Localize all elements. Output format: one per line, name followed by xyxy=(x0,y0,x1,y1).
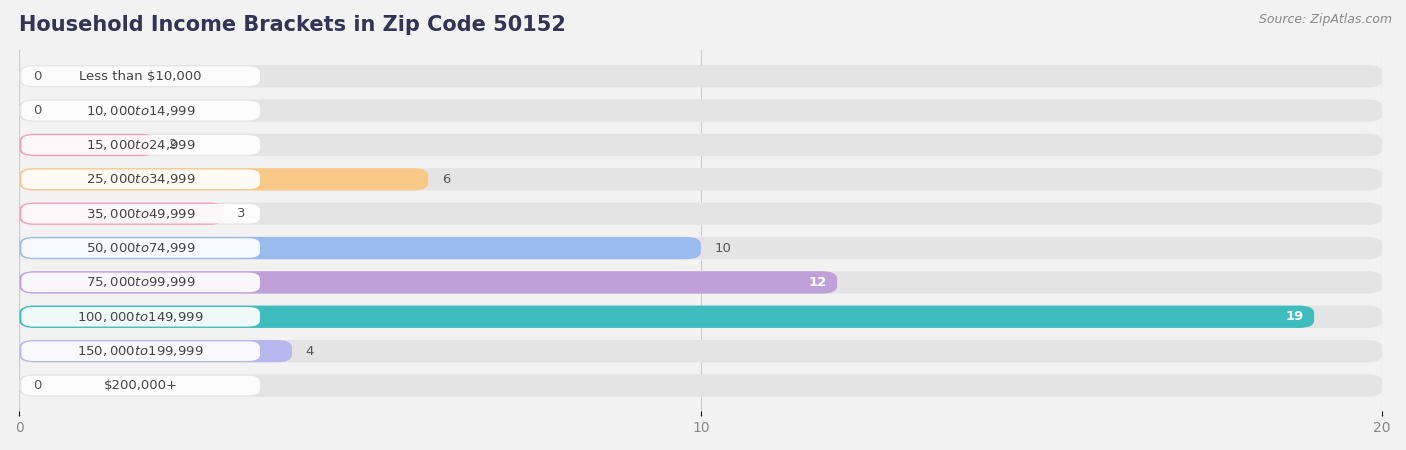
FancyBboxPatch shape xyxy=(20,374,1382,396)
FancyBboxPatch shape xyxy=(20,271,837,293)
FancyBboxPatch shape xyxy=(20,202,1382,225)
FancyBboxPatch shape xyxy=(20,134,156,156)
FancyBboxPatch shape xyxy=(20,134,1382,156)
Text: $15,000 to $24,999: $15,000 to $24,999 xyxy=(86,138,195,152)
Text: $150,000 to $199,999: $150,000 to $199,999 xyxy=(77,344,204,358)
FancyBboxPatch shape xyxy=(20,340,1382,362)
FancyBboxPatch shape xyxy=(21,67,260,86)
Text: 10: 10 xyxy=(714,242,731,255)
Text: Source: ZipAtlas.com: Source: ZipAtlas.com xyxy=(1258,14,1392,27)
Text: 3: 3 xyxy=(238,207,246,220)
Text: $100,000 to $149,999: $100,000 to $149,999 xyxy=(77,310,204,324)
FancyBboxPatch shape xyxy=(21,307,260,327)
Text: $10,000 to $14,999: $10,000 to $14,999 xyxy=(86,104,195,117)
FancyBboxPatch shape xyxy=(20,202,224,225)
Text: $75,000 to $99,999: $75,000 to $99,999 xyxy=(86,275,195,289)
FancyBboxPatch shape xyxy=(20,99,1382,122)
Text: 0: 0 xyxy=(32,70,41,83)
Text: 0: 0 xyxy=(32,104,41,117)
FancyBboxPatch shape xyxy=(20,168,1382,190)
Text: 6: 6 xyxy=(441,173,450,186)
FancyBboxPatch shape xyxy=(21,135,260,155)
FancyBboxPatch shape xyxy=(20,65,1382,87)
Text: $35,000 to $49,999: $35,000 to $49,999 xyxy=(86,207,195,220)
FancyBboxPatch shape xyxy=(21,101,260,121)
FancyBboxPatch shape xyxy=(20,237,1382,259)
FancyBboxPatch shape xyxy=(21,170,260,189)
FancyBboxPatch shape xyxy=(21,204,260,224)
Text: 2: 2 xyxy=(169,139,177,152)
FancyBboxPatch shape xyxy=(21,238,260,258)
Text: Household Income Brackets in Zip Code 50152: Household Income Brackets in Zip Code 50… xyxy=(20,15,567,35)
Text: 19: 19 xyxy=(1285,310,1303,323)
FancyBboxPatch shape xyxy=(21,342,260,361)
Text: 12: 12 xyxy=(808,276,827,289)
Text: 0: 0 xyxy=(32,379,41,392)
FancyBboxPatch shape xyxy=(21,376,260,395)
FancyBboxPatch shape xyxy=(21,273,260,292)
FancyBboxPatch shape xyxy=(20,237,700,259)
FancyBboxPatch shape xyxy=(20,271,1382,293)
Text: $200,000+: $200,000+ xyxy=(104,379,177,392)
Text: $50,000 to $74,999: $50,000 to $74,999 xyxy=(86,241,195,255)
Text: $25,000 to $34,999: $25,000 to $34,999 xyxy=(86,172,195,186)
FancyBboxPatch shape xyxy=(20,306,1315,328)
FancyBboxPatch shape xyxy=(20,306,1382,328)
Text: Less than $10,000: Less than $10,000 xyxy=(79,70,202,83)
FancyBboxPatch shape xyxy=(20,340,292,362)
Text: 4: 4 xyxy=(305,345,314,358)
FancyBboxPatch shape xyxy=(20,168,429,190)
